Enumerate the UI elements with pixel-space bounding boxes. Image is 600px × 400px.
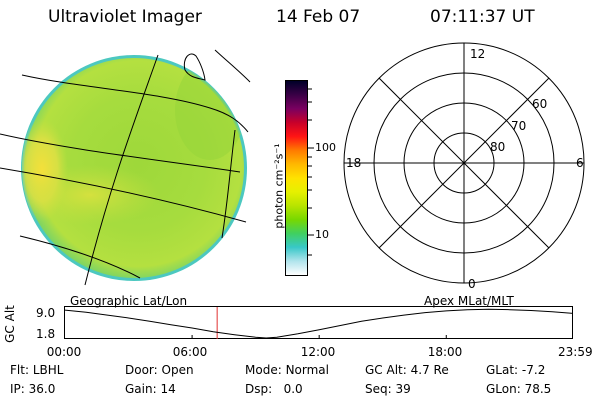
status-door: Door: Open — [125, 363, 194, 377]
latitude-line — [0, 133, 241, 173]
mlt-label-0: 0 — [468, 277, 476, 291]
status-glon: GLon: 78.5 — [486, 382, 552, 396]
latitude-line — [21, 74, 249, 133]
emission-band — [22, 165, 160, 225]
status-dsp: Dsp: 0.0 — [245, 382, 303, 396]
mlt-label-18: 18 — [346, 156, 362, 170]
altitude-chart — [64, 306, 574, 339]
status-seq: Seq: 39 — [365, 382, 411, 396]
status-flt: Flt: LBHL — [10, 363, 64, 377]
mlat-label-80: 80 — [490, 140, 506, 154]
instrument-title: Ultraviolet Imager — [48, 7, 202, 27]
altitude-chart-frame — [64, 306, 573, 339]
status-ip: IP: 36.0 — [10, 382, 56, 396]
longitude-line — [84, 54, 159, 286]
altitude-xtick-2359: 23:59 — [558, 345, 593, 359]
status-gain: Gain: 14 — [125, 382, 176, 396]
altitude-series-line — [64, 308, 574, 339]
status-mode: Mode: Normal — [245, 363, 329, 377]
mlat-label-70: 70 — [511, 119, 527, 133]
latitude-line — [19, 235, 141, 279]
altitude-xtick-1200: 12:00 — [300, 345, 336, 359]
grid-line-outside — [214, 49, 251, 83]
magnetic-polar-plot — [343, 42, 585, 284]
geographic-image-panel — [0, 49, 251, 286]
colorbar-gradient — [285, 80, 308, 276]
mlt-label-12: 12 — [470, 47, 486, 61]
altitude-ytick-top: 9.0 — [36, 306, 56, 320]
colorbar-tick-10: 10 — [315, 228, 329, 241]
colorbar-tick-100: 100 — [315, 141, 336, 154]
observation-time: 07:11:37 UT — [430, 7, 535, 27]
colorbar — [285, 80, 308, 276]
geographic-panel-label: Geographic Lat/Lon — [70, 294, 188, 308]
longitude-line — [221, 129, 236, 239]
apex-panel-label: Apex MLat/MLT — [424, 294, 514, 308]
mlt-diagonal — [378, 77, 550, 249]
altitude-xtick-0600: 06:00 — [172, 345, 208, 359]
status-glat: GLat: -7.2 — [486, 363, 546, 377]
altitude-ytick-bottom: 1.8 — [36, 327, 56, 341]
altitude-xtick-0000: 00:00 — [46, 345, 82, 359]
mlat-label-60: 60 — [532, 97, 548, 111]
mlt-label-6: 6 — [576, 156, 584, 170]
colorbar-ticks — [308, 88, 314, 256]
observation-date: 14 Feb 07 — [276, 7, 361, 27]
altitude-xtick-1800: 18:00 — [427, 345, 463, 359]
status-gc-alt: GC Alt: 4.7 Re — [365, 363, 449, 377]
latitude-line — [0, 167, 247, 223]
geographic-grid-lines — [0, 49, 251, 286]
altitude-axis-label: GC Alt — [3, 305, 17, 343]
colorbar-unit-label: photon cm⁻²s⁻¹ — [272, 143, 286, 229]
coastline-contour — [183, 53, 206, 81]
